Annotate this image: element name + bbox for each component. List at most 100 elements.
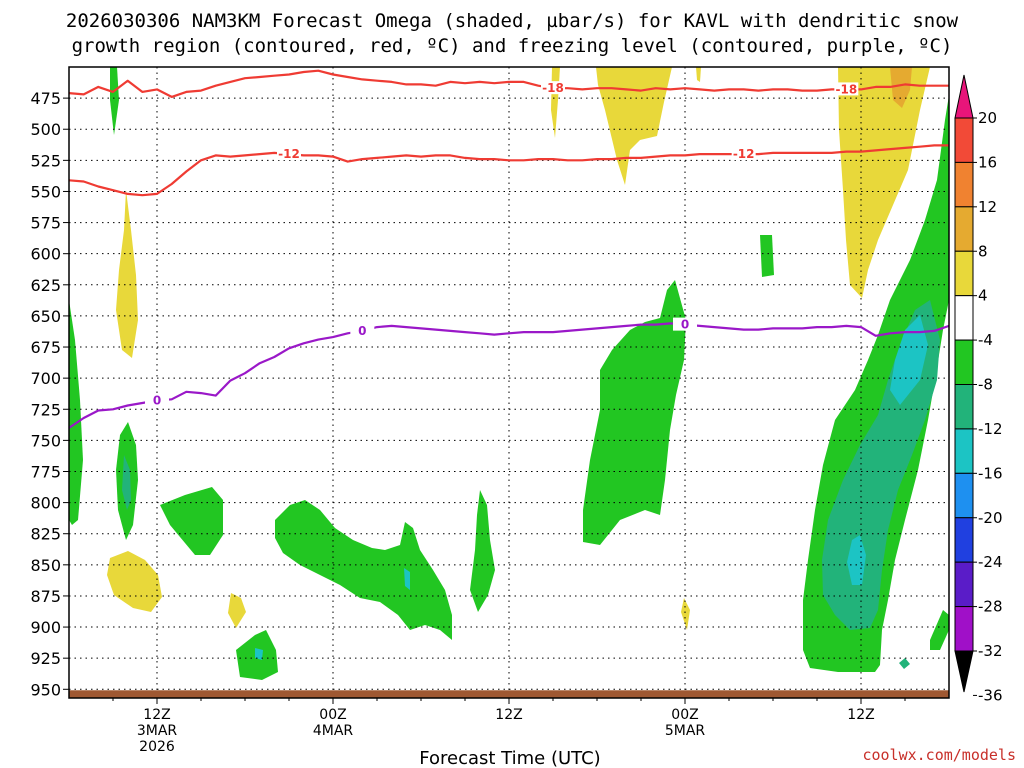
colorbar-top-arrow [954, 74, 974, 119]
y-tick-label-775: 775 [30, 462, 61, 481]
colorbar-segment-1 [954, 117, 974, 163]
terrain-band [69, 690, 949, 698]
x-tick-sublabel-1: 4MAR [313, 723, 354, 739]
omega-region-neg-16 [847, 535, 866, 585]
credit-text: coolwx.com/models [862, 746, 1016, 764]
colorbar-segment-11 [954, 561, 974, 608]
contour-label-bg-2-2 [673, 317, 697, 331]
omega-region-neg-11 [583, 280, 686, 545]
y-tick-label-825: 825 [30, 525, 61, 544]
contour-label-bg-0-0 [541, 81, 565, 95]
y-tick-label-750: 750 [30, 431, 61, 450]
contour-label-bg-0-1 [834, 82, 859, 96]
omega-region-pos-2 [596, 67, 672, 185]
contour--12 [69, 144, 949, 197]
contour-label--18-1: -18 [835, 82, 857, 96]
contour-labels: -18 -18 -12 -12 0 0 0 [145, 81, 859, 408]
chart-title-line1: 2026030306 NAM3KM Forecast Omega (shaded… [66, 10, 959, 32]
colorbar: 20 16 12 8 4 -4 -8 -12 -16 -20 -24 -28 -32 -36 [954, 74, 1003, 704]
colorbar-segment-10 [954, 517, 974, 563]
y-tick-label-600: 600 [30, 245, 61, 264]
omega-region-pos-5 [890, 67, 912, 108]
contour-label-bg-2-1 [350, 323, 375, 337]
y-tick-label-925: 925 [30, 649, 61, 668]
colorbar-label-12: -32 [978, 642, 1003, 660]
omega-region-pos-7 [107, 551, 162, 612]
colorbar-label-7: -12 [978, 420, 1003, 438]
colorbar-segment-9 [954, 472, 974, 519]
omega-region-neg-1 [110, 67, 119, 135]
colorbar-label-3: 8 [978, 242, 988, 260]
y-tick-label-850: 850 [30, 556, 61, 575]
y-tick-label-550: 550 [30, 182, 61, 201]
colorbar-segment-6 [954, 339, 974, 386]
omega-region-neg-18 [899, 658, 910, 669]
omega-region-pos-4 [838, 67, 930, 298]
colorbar-label-2: 12 [978, 198, 997, 216]
y-tick-label-700: 700 [30, 369, 61, 388]
x-tick-label-3: 00Z [671, 707, 698, 723]
omega-region-neg-2 [69, 300, 83, 525]
omega-region-neg-17 [930, 610, 949, 650]
x-tick-label-4: 12Z [847, 707, 874, 723]
omega-region-neg-15 [890, 315, 928, 405]
colorbar-bottom-arrow [954, 650, 974, 693]
omega-shading [69, 67, 949, 680]
contour-label-bg-2-0 [145, 393, 169, 407]
y-tick-label-900: 900 [30, 618, 61, 637]
contour-label--18-0: -18 [542, 81, 564, 95]
colorbar-label-5: -4 [978, 331, 993, 349]
omega-region-neg-8 [275, 500, 452, 640]
y-tick-label-625: 625 [30, 276, 61, 295]
colorbar-label-11: -28 [978, 598, 1003, 616]
omega-region-neg-7 [255, 648, 263, 660]
contour-label-0-1: 0 [358, 324, 366, 338]
colorbar-segment-8 [954, 428, 974, 474]
contour-label--12-0: -12 [278, 147, 300, 161]
chart-title-line2: growth region (contoured, red, ºC) and f… [72, 35, 953, 57]
colorbar-segment-7 [954, 384, 974, 430]
y-axis: 475 500 525 550 575 600 625 650 675 700 725 750 775 8… [30, 89, 69, 699]
y-tick-label-800: 800 [30, 494, 61, 513]
y-tick-label-725: 725 [30, 400, 61, 419]
y-tick-label-500: 500 [30, 120, 61, 139]
omega-region-neg-10 [470, 490, 495, 612]
colorbar-label-8: -16 [978, 464, 1003, 482]
colorbar-segment-3 [954, 206, 974, 252]
colorbar-label-0: 20 [978, 109, 997, 127]
omega-region-pos-8 [228, 593, 246, 628]
contour-0 [69, 322, 949, 429]
x-tick-label-1: 00Z [319, 707, 346, 723]
colorbar-segment-5 [954, 295, 974, 341]
contour--18 [69, 69, 949, 98]
colorbar-segment-2 [954, 161, 974, 208]
x-tick-sublabel-0: 3MAR [137, 723, 178, 739]
contour-label-0-2: 0 [681, 318, 689, 332]
omega-region-pos-9 [681, 598, 690, 630]
colorbar-label-10: -24 [978, 553, 1003, 571]
y-tick-label-950: 950 [30, 680, 61, 699]
contour-label--12-1: -12 [733, 147, 755, 161]
omega-region-neg-4 [122, 455, 131, 510]
omega-region-neg-5 [160, 487, 223, 555]
omega-region-neg-9 [404, 568, 410, 590]
colorbar-segment-4 [954, 250, 974, 297]
colorbar-label-13: -36 [978, 686, 1003, 704]
colorbar-segment-12 [954, 606, 974, 652]
colorbar-label-4: 4 [978, 287, 988, 305]
x-axis-title: Forecast Time (UTC) [419, 748, 600, 768]
omega-region-neg-12 [760, 235, 774, 277]
colorbar-label-9: -20 [978, 509, 1003, 527]
x-tick-sublabel-3: 5MAR [665, 723, 706, 739]
contour-label-0-0: 0 [153, 394, 161, 408]
x-tick-label-0: 12Z [143, 707, 170, 723]
contour-lines [69, 69, 949, 429]
omega-region-pos-3 [696, 67, 701, 82]
x-tick-sublabel2-0: 2026 [139, 739, 175, 755]
x-tick-label-2: 12Z [495, 707, 522, 723]
contour-label-bg-1-1 [731, 147, 756, 161]
y-tick-label-575: 575 [30, 214, 61, 233]
y-tick-label-525: 525 [30, 151, 61, 170]
